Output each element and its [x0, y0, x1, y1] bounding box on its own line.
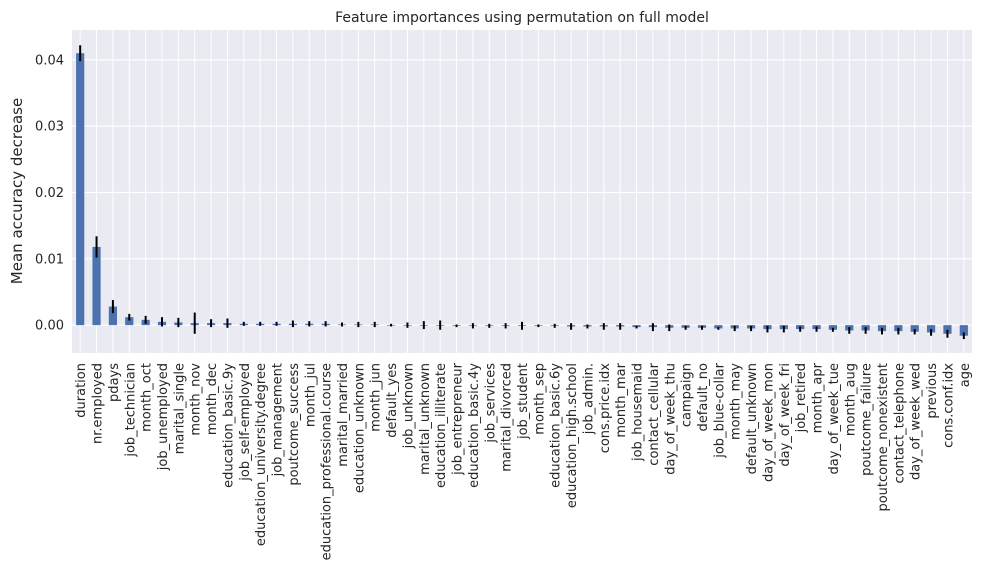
x-tick-label: default_yes [385, 363, 400, 438]
x-tick-label: month_nov [189, 363, 204, 436]
y-tick-label: 0.02 [35, 186, 64, 201]
x-tick-label: month_sep [532, 363, 547, 435]
x-tick-label: job_housemaid [631, 363, 646, 462]
y-axis-label: Mean accuracy decrease [8, 98, 26, 284]
x-tick-label: month_jul [303, 363, 318, 427]
x-tick-label: previous [925, 363, 940, 419]
x-tick-label: month_apr [811, 362, 826, 433]
x-tick-label: job_services [483, 363, 498, 444]
y-tick-labels: 0.00 0.01 0.02 0.03 0.04 [35, 53, 64, 333]
x-tick-label: poutcome_nonexistent [876, 363, 891, 512]
x-tick-label: job_technician [123, 363, 138, 458]
x-tick-label: duration [74, 363, 89, 418]
x-tick-label: education_illiterate [434, 363, 449, 488]
bar-pdays [108, 306, 117, 326]
bar-age [959, 325, 968, 336]
bar-day_of_week_wed [910, 325, 919, 332]
x-tick-label: day_of_week_tue [827, 363, 842, 474]
x-tick-label: education_university.degree [254, 363, 269, 546]
x-tick-label: month_oct [140, 363, 155, 432]
bar-job_blue-collar [714, 325, 723, 329]
x-tick-label: job_student [516, 363, 531, 440]
x-tick-label: contact_cellular [647, 362, 662, 465]
bar-cons.conf.idx [943, 325, 952, 334]
x-tick-label: poutcome_failure [860, 363, 875, 476]
x-tick-label: age [958, 363, 973, 387]
x-tick-label: month_mar [614, 362, 629, 437]
x-tick-label: education_basic.9y [221, 363, 236, 488]
x-tick-label: education_basic.6y [549, 363, 564, 488]
bar-day_of_week_tue [828, 325, 837, 330]
x-tick-label: cons.conf.idx [941, 363, 956, 448]
x-tick-label: job_retired [794, 363, 809, 433]
x-tick-label: marital_unknown [418, 363, 433, 475]
x-tick-label: job_unemployed [156, 363, 171, 471]
x-tick-label: marital_divorced [500, 363, 515, 472]
y-tick-label: 0.01 [35, 252, 64, 267]
x-tick-label: month_aug [843, 363, 858, 436]
x-tick-label: contact_telephone [892, 363, 907, 484]
x-tick-label: campaign [680, 363, 695, 427]
x-tick-label: nr.employed [91, 363, 106, 444]
x-tick-label: job_admin. [581, 363, 596, 435]
x-tick-label: marital_married [336, 363, 351, 467]
x-tick-label: education_unknown [352, 363, 367, 493]
y-tick-label: 0.00 [35, 319, 64, 334]
y-tick-label: 0.03 [35, 120, 64, 135]
bar-previous [927, 325, 936, 333]
x-tick-label: month_jun [369, 363, 384, 432]
x-tick-label: job_unknown [401, 363, 416, 449]
x-tick-label: job_entrepreneur [451, 362, 466, 475]
grid-lines [72, 30, 972, 353]
x-tick-label: marital_single [172, 363, 187, 454]
x-tick-label: job_management [271, 363, 286, 477]
x-tick-label: pdays [107, 363, 122, 402]
x-tick-label: cons.price.idx [598, 363, 613, 454]
x-tick-label: poutcome_success [287, 363, 302, 486]
x-tick-label: job_blue-collar [712, 362, 727, 458]
x-tick-label: education_professional.course [320, 363, 335, 560]
bar-nr.employed [92, 246, 101, 326]
chart-title: Feature importances using permutation on… [335, 10, 709, 26]
x-tick-label: job_self-employed [238, 363, 253, 482]
x-tick-label: month_may [729, 363, 744, 440]
x-tick-label: day_of_week_thu [663, 363, 678, 475]
y-tick-label: 0.04 [35, 53, 64, 68]
x-tick-label: day_of_week_mon [761, 363, 776, 482]
error-bars [79, 45, 965, 340]
bar-duration [76, 53, 85, 326]
x-tick-label: day_of_week_fri [778, 363, 793, 467]
x-tick-label: default_no [696, 363, 711, 431]
x-tick-labels: duration nr.employed pdays job_technician mo… [74, 362, 973, 560]
bar-job_technician [125, 317, 134, 326]
x-tick-label: day_of_week_wed [909, 363, 924, 480]
x-tick-label: education_high.school [565, 363, 580, 508]
x-tick-label: education_basic.4y [467, 363, 482, 488]
x-tick-label: default_unknown [745, 363, 760, 474]
x-tick-label: month_dec [205, 363, 220, 435]
